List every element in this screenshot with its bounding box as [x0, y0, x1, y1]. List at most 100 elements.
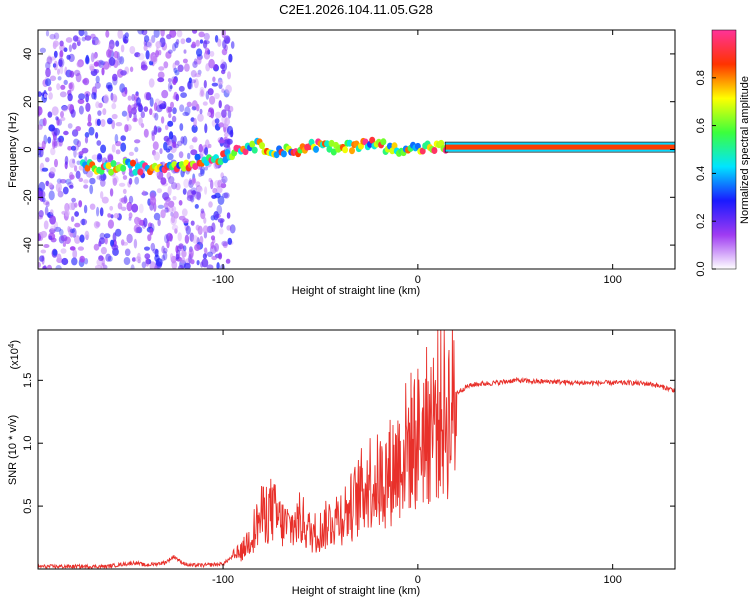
noise-blob — [227, 237, 233, 245]
noise-blob — [128, 195, 134, 204]
trace-blob — [249, 140, 256, 148]
noise-blob — [53, 140, 58, 149]
noise-blob — [112, 73, 118, 82]
noise-blob — [96, 258, 103, 266]
noise-blob — [60, 84, 66, 90]
noise-blob — [226, 225, 232, 231]
noise-blob — [149, 227, 154, 236]
noise-blob — [131, 93, 135, 102]
noise-blob — [132, 117, 138, 123]
noise-blob — [200, 208, 205, 214]
noise-blob — [202, 40, 208, 49]
noise-blob — [172, 196, 177, 201]
noise-blob — [59, 229, 64, 236]
noise-blob — [49, 33, 56, 40]
noise-blob — [164, 234, 169, 244]
noise-blob — [162, 251, 168, 261]
noise-blob — [66, 54, 71, 60]
noise-blob — [163, 141, 168, 151]
noise-blob — [204, 147, 209, 156]
noise-blob — [221, 240, 228, 247]
noise-blob — [45, 201, 50, 208]
noise-blob — [183, 49, 187, 54]
noise-blob — [50, 209, 54, 216]
noise-blob — [163, 247, 168, 254]
noise-blob — [161, 245, 165, 254]
noise-blob — [46, 56, 53, 65]
noise-blob — [200, 165, 205, 175]
noise-blob — [42, 265, 47, 269]
noise-blob — [156, 170, 164, 180]
noise-blob — [121, 206, 127, 211]
noise-blob — [172, 78, 177, 86]
noise-blob — [111, 244, 119, 251]
noise-blob — [64, 202, 70, 212]
noise-blob — [60, 234, 68, 242]
noise-blob — [159, 103, 167, 110]
noise-blob — [39, 47, 47, 53]
noise-blob — [209, 50, 215, 57]
noise-blob — [84, 230, 90, 240]
noise-blob — [157, 77, 165, 83]
noise-blob — [219, 228, 224, 235]
noise-blob — [189, 232, 195, 242]
x-tick-label: -100 — [212, 274, 234, 286]
noise-blob — [185, 37, 192, 43]
noise-blob — [153, 212, 161, 221]
noise-blob — [73, 69, 81, 77]
noise-blob — [167, 82, 173, 92]
noise-blob — [54, 226, 62, 232]
noise-blob — [171, 115, 177, 123]
noise-blob — [84, 132, 90, 138]
noise-blob — [48, 92, 53, 100]
noise-blob — [207, 143, 212, 149]
noise-blob — [190, 79, 197, 84]
noise-blob — [172, 107, 177, 115]
noise-blob — [89, 203, 96, 210]
noise-blob — [100, 60, 106, 66]
colorbar-tick-label: 0.6 — [695, 118, 707, 133]
noise-blob — [115, 122, 123, 127]
noise-blob — [183, 245, 187, 252]
noise-blob — [160, 209, 166, 219]
noise-blob — [149, 52, 156, 63]
noise-blob — [179, 123, 184, 131]
noise-blob — [166, 232, 173, 242]
noise-blob — [163, 135, 170, 142]
noise-blob — [148, 78, 155, 88]
noise-blob — [67, 181, 74, 188]
trace-blob — [137, 168, 144, 176]
noise-blob — [205, 90, 210, 100]
noise-blob — [166, 207, 170, 213]
noise-blob — [134, 52, 141, 58]
noise-blob — [140, 111, 145, 119]
noise-blob — [145, 92, 152, 101]
noise-blob — [200, 168, 205, 177]
noise-blob — [83, 184, 89, 189]
noise-blob — [196, 48, 203, 57]
noise-blob — [74, 211, 79, 217]
noise-blob — [45, 61, 51, 70]
noise-blob — [38, 262, 41, 268]
noise-blob — [176, 249, 181, 259]
noise-blob — [124, 124, 129, 133]
noise-blob — [191, 124, 198, 133]
noise-blob — [55, 265, 62, 269]
noise-blob — [152, 112, 157, 118]
noise-blob — [175, 182, 181, 191]
noise-blob — [74, 165, 78, 172]
noise-blob — [45, 157, 50, 163]
noise-blob — [168, 176, 175, 184]
noise-blob — [169, 30, 177, 38]
noise-blob — [174, 228, 178, 234]
noise-blob — [225, 37, 230, 45]
noise-blob — [38, 146, 42, 156]
spectrogram-ticks: -100 0 100 -40 -20 0 20 40 — [22, 30, 675, 286]
noise-blob — [98, 59, 104, 68]
noise-blob — [54, 158, 58, 168]
noise-blob — [79, 234, 85, 243]
noise-blob — [70, 109, 76, 118]
trace-blob — [217, 158, 224, 166]
noise-blob — [47, 86, 52, 92]
noise-blob — [81, 218, 86, 226]
